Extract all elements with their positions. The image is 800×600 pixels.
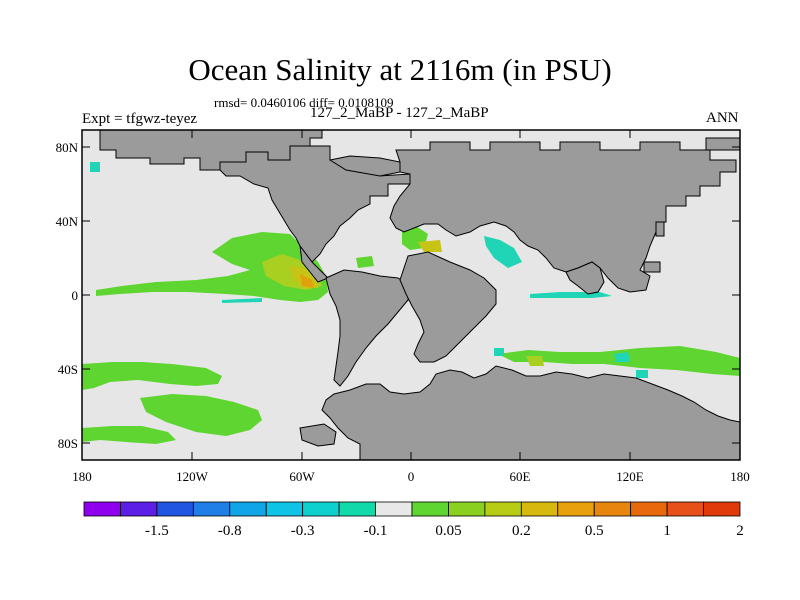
colorbar-box [593, 501, 632, 517]
colorbar-box [484, 501, 522, 517]
southern-cyan-spot [636, 370, 648, 378]
colorbar-box [703, 501, 741, 517]
landmass-antarctic-peninsula [299, 423, 337, 447]
colorbar-label: 1 [663, 523, 671, 539]
colorbar-label: -0.8 [218, 523, 242, 539]
colorbar-box [265, 501, 304, 517]
colorbar-box [666, 501, 704, 517]
colorbar-label: 0.5 [585, 523, 604, 539]
experiment-label: Expt = tfgwz-teyez [82, 111, 198, 127]
x-tick-label: 60E [510, 469, 531, 484]
landmass-island-arctic-1 [705, 137, 741, 151]
y-tick-label: 80S [58, 436, 78, 451]
shelf-cyan-spot [494, 348, 504, 356]
landmass-india [565, 261, 605, 295]
south-pacific-green-lobe [140, 394, 262, 436]
landmass-island-japan [655, 221, 665, 237]
indian-ocean-yellow-spot [526, 356, 544, 366]
y-axis [82, 146, 740, 444]
x-tick-label: 180 [730, 469, 750, 484]
colorbar-box [302, 501, 340, 517]
rmsd-diff-stats: rmsd= 0.0460106 diff= 0.0108109 [214, 95, 394, 110]
season-label: ANN [706, 110, 739, 126]
landmass-south-america [325, 269, 411, 387]
north-pacific-cyan-blip [90, 162, 100, 172]
landmass-eurasia [389, 141, 737, 293]
x-axis [81, 130, 741, 460]
southern-ocean-green-tail [82, 426, 176, 444]
x-tick-labels: 180 120W 60W 0 60E 120E 180 [72, 469, 750, 484]
colorbar-box [83, 501, 121, 517]
landmass-africa [399, 251, 497, 363]
y-tick-labels: 80N 40N 0 40S 80S [56, 140, 79, 451]
colorbar-box [156, 501, 194, 517]
tethys-cyan-patch [484, 236, 522, 268]
x-tick-label: 120W [176, 469, 209, 484]
colorbar-box [229, 501, 267, 517]
colorbar-box [557, 501, 595, 517]
y-tick-label: 0 [72, 288, 79, 303]
colorbar-label: -0.3 [291, 523, 315, 539]
y-tick-label: 40S [58, 362, 78, 377]
colorbar-box [448, 501, 486, 517]
pacific-orange-core [300, 274, 314, 288]
landmass-north-america [219, 145, 411, 263]
colorbar-label: 2 [736, 523, 744, 539]
y-tick-label: 80N [56, 140, 79, 155]
colorbar-labels: -1.5 -0.8 -0.3 -0.1 0.05 0.2 0.5 1 2 [145, 523, 744, 539]
colorbar-box [120, 501, 158, 517]
run-comparison-label: 127_2_MaBP - 127_2_MaBP [310, 105, 489, 121]
colorbar-label: -0.1 [364, 523, 388, 539]
indian-cyan-spot [614, 352, 630, 362]
y-tick-label: 40N [56, 214, 79, 229]
colorbar-box [192, 501, 231, 517]
colorbar [83, 501, 741, 517]
colorbar-box [520, 501, 559, 517]
landmass-antarctica [321, 365, 741, 461]
x-tick-label: 60W [289, 469, 315, 484]
pacific-green-tongue [96, 232, 328, 302]
landmass-island-maritime [643, 261, 661, 273]
x-tick-label: 180 [72, 469, 92, 484]
land-masses [99, 129, 741, 461]
atlantic-green-spot [356, 256, 374, 268]
colorbar-label: 0.2 [512, 523, 531, 539]
map-area: 80N 40N 0 40S 80S 180 120W 60W 0 60E [56, 129, 750, 484]
colorbar-label: -1.5 [145, 523, 169, 539]
map-title: Ocean Salinity at 2116m (in PSU) [188, 52, 612, 87]
southern-ocean-green-band [82, 362, 222, 390]
colorbar-box [630, 501, 668, 517]
x-tick-label: 0 [408, 469, 415, 484]
x-tick-label: 120E [616, 469, 644, 484]
colorbar-label: 0.05 [435, 523, 461, 539]
landmass-central-america [299, 244, 329, 283]
colorbar-box [411, 501, 449, 517]
mediterranean-yellow [418, 240, 442, 252]
colorbar-box [375, 501, 413, 517]
colorbar-box [338, 501, 376, 517]
pacific-cyan-streak [222, 298, 262, 303]
